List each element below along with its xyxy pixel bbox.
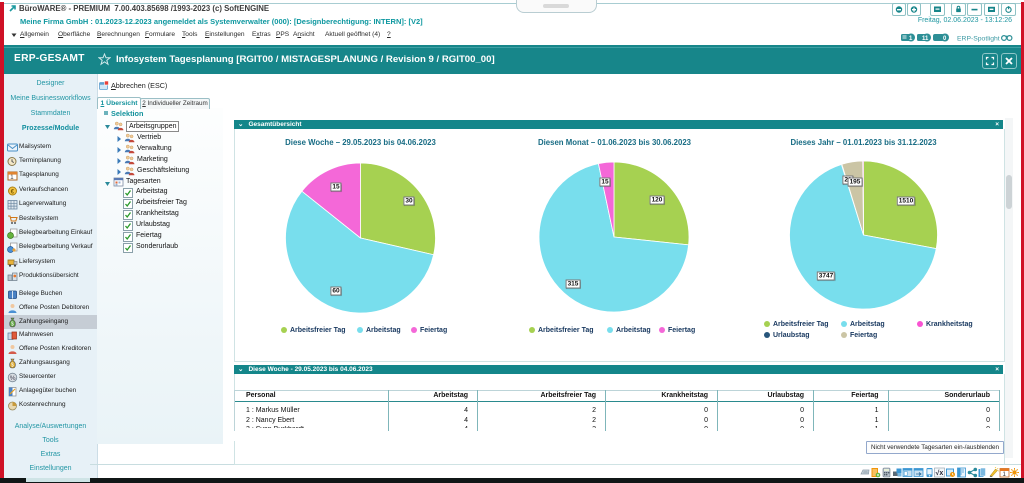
svg-text:1: 1: [1002, 472, 1006, 478]
svg-text:1: 1: [10, 175, 14, 181]
svg-text:$: $: [11, 322, 14, 328]
svg-text:€: €: [11, 189, 15, 195]
svg-text:ERP-Spotlight: ERP-Spotlight: [957, 36, 1000, 43]
svg-text:0: 0: [943, 36, 947, 42]
svg-text:$: $: [11, 363, 14, 369]
svg-text:11: 11: [922, 36, 929, 42]
svg-text:%: %: [10, 375, 16, 382]
svg-text:√x: √x: [936, 469, 944, 477]
svg-text:1: 1: [909, 36, 913, 42]
